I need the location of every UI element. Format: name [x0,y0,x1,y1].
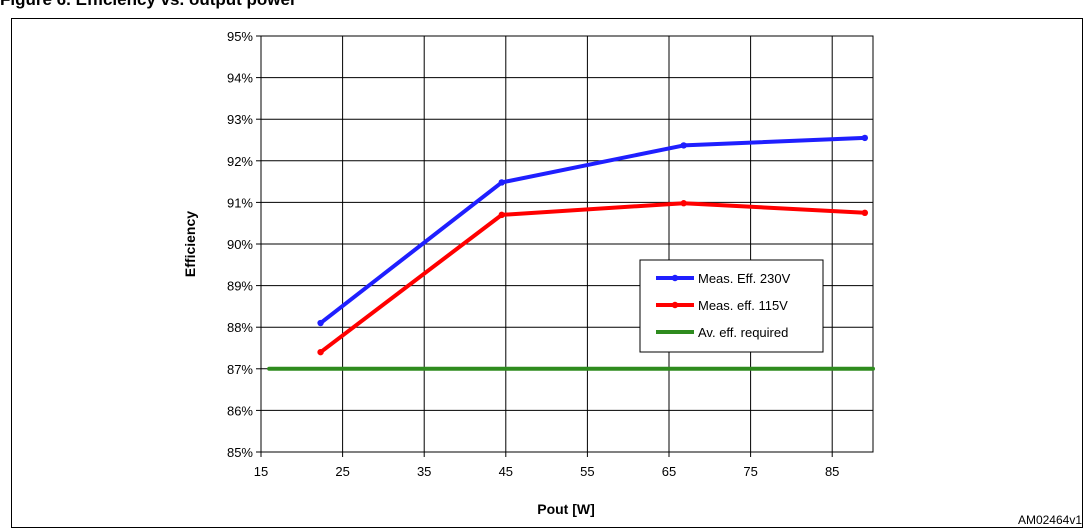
x-tick-label: 45 [499,464,513,479]
y-tick-label: 91% [227,195,253,210]
y-tick-label: 85% [227,445,253,460]
y-tick-label: 89% [227,279,253,294]
x-tick-label: 15 [254,464,268,479]
y-tick-label: 95% [227,29,253,44]
data-point [317,348,324,356]
legend-label: Meas. eff. 115V [698,298,788,313]
data-point [861,134,869,142]
y-axis-title: Efficiency [182,211,198,277]
legend-label: Av. eff. required [698,325,788,340]
data-point [680,142,687,149]
data-point [680,200,687,207]
legend-marker [671,301,679,309]
series-line-1 [318,201,867,355]
legend-label: Meas. Eff. 230V [698,271,791,286]
figure-title: Figure 6. Efficiency vs. output power [0,0,297,10]
y-tick-label: 92% [227,154,253,169]
x-tick-label: 85 [825,464,839,479]
data-point [861,209,869,216]
x-tick-label: 35 [417,464,431,479]
legend: Meas. Eff. 230V Meas. eff. 115V Av. eff. r… [639,259,824,353]
data-point [498,179,505,186]
x-tick-label: 25 [335,464,349,479]
y-tick-label: 94% [227,71,253,86]
x-axis-title: Pout [W] [537,501,595,517]
legend-marker [671,274,679,282]
plot-area-border [260,35,874,453]
y-tick-label: 87% [227,362,253,377]
y-tick-label: 90% [227,237,253,252]
y-tick-label: 88% [227,320,253,335]
reference-code: AM02464v1 [1017,513,1082,527]
data-point [317,319,324,327]
x-tick-label: 55 [580,464,594,479]
grid-layer [260,35,873,453]
x-tick-label: 65 [662,464,676,479]
data-point [498,211,505,219]
y-tick-label: 86% [227,403,253,418]
figure-frame [11,18,1083,528]
axis-layer: 85% 86% 87% 88% 89% 90% 91% 92% 93% 94% 95% 15 25 35 4… [227,29,874,479]
series-layer [267,134,875,371]
y-tick-label: 93% [227,112,253,127]
x-tick-label: 75 [743,464,757,479]
series-line-0 [318,135,867,326]
